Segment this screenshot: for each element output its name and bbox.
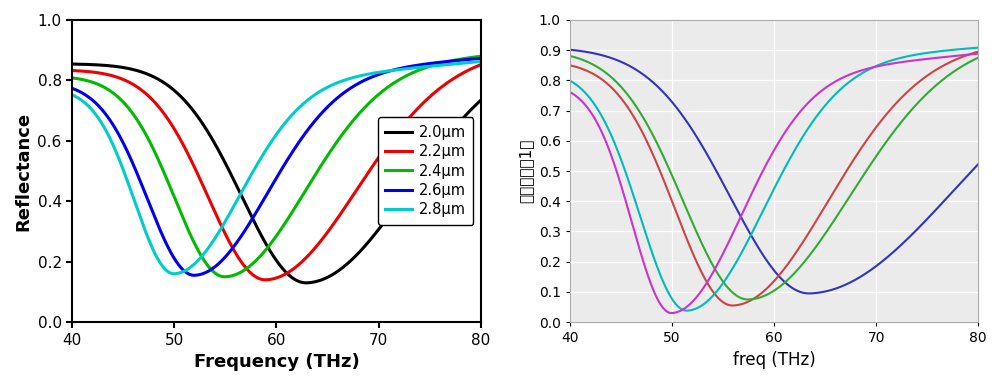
2.2μm xyxy=(246,272,258,276)
2.0μm xyxy=(231,185,243,189)
Line: 2.6μm: 2.6μm xyxy=(72,59,480,275)
2.0μm xyxy=(108,64,120,69)
2.4μm xyxy=(392,78,404,82)
2.2μm xyxy=(474,62,486,67)
2.6μm xyxy=(66,86,78,90)
Line: 2.4μm: 2.4μm xyxy=(72,56,480,277)
2.2μm xyxy=(231,254,243,258)
2.6μm xyxy=(108,124,120,128)
2.8μm xyxy=(108,144,120,149)
2.0μm xyxy=(300,281,312,285)
2.8μm xyxy=(474,59,486,64)
2.4μm xyxy=(108,91,120,96)
2.4μm xyxy=(474,54,486,59)
X-axis label: freq (THz): freq (THz) xyxy=(733,351,816,369)
2.2μm xyxy=(259,278,271,282)
Legend: 2.0μm, 2.2μm, 2.4μm, 2.6μm, 2.8μm: 2.0μm, 2.2μm, 2.4μm, 2.6μm, 2.8μm xyxy=(378,117,473,224)
Line: 2.2μm: 2.2μm xyxy=(72,65,480,280)
2.4μm xyxy=(347,118,359,123)
2.4μm xyxy=(232,271,244,276)
2.0μm xyxy=(246,215,258,220)
2.6μm xyxy=(385,68,397,73)
2.0μm xyxy=(347,256,359,261)
2.4μm xyxy=(66,75,78,80)
2.8μm xyxy=(392,67,404,72)
2.8μm xyxy=(66,92,78,97)
2.6μm xyxy=(246,216,258,221)
2.8μm xyxy=(232,197,244,201)
2.4μm xyxy=(246,261,258,266)
2.4μm xyxy=(385,82,397,87)
2.8μm xyxy=(385,68,397,73)
2.2μm xyxy=(347,193,359,198)
Y-axis label: 总反射率（1）: 总反射率（1） xyxy=(519,139,534,203)
2.6μm xyxy=(188,273,200,278)
2.0μm xyxy=(474,98,486,102)
2.4μm xyxy=(218,275,230,279)
2.2μm xyxy=(392,128,404,133)
2.2μm xyxy=(66,68,78,73)
2.2μm xyxy=(108,74,120,79)
Line: 2.0μm: 2.0μm xyxy=(72,64,480,283)
2.6μm xyxy=(392,67,404,71)
Y-axis label: Reflectance: Reflectance xyxy=(14,111,32,231)
2.8μm xyxy=(246,170,258,175)
2.6μm xyxy=(232,239,244,243)
2.8μm xyxy=(347,75,359,80)
2.0μm xyxy=(392,200,404,205)
2.0μm xyxy=(66,62,78,66)
2.0μm xyxy=(385,211,397,215)
2.8μm xyxy=(168,271,180,276)
X-axis label: Frequency (THz): Frequency (THz) xyxy=(193,353,359,371)
2.6μm xyxy=(347,84,359,89)
2.2μm xyxy=(385,138,397,142)
Line: 2.8μm: 2.8μm xyxy=(72,62,480,274)
2.6μm xyxy=(474,56,486,61)
